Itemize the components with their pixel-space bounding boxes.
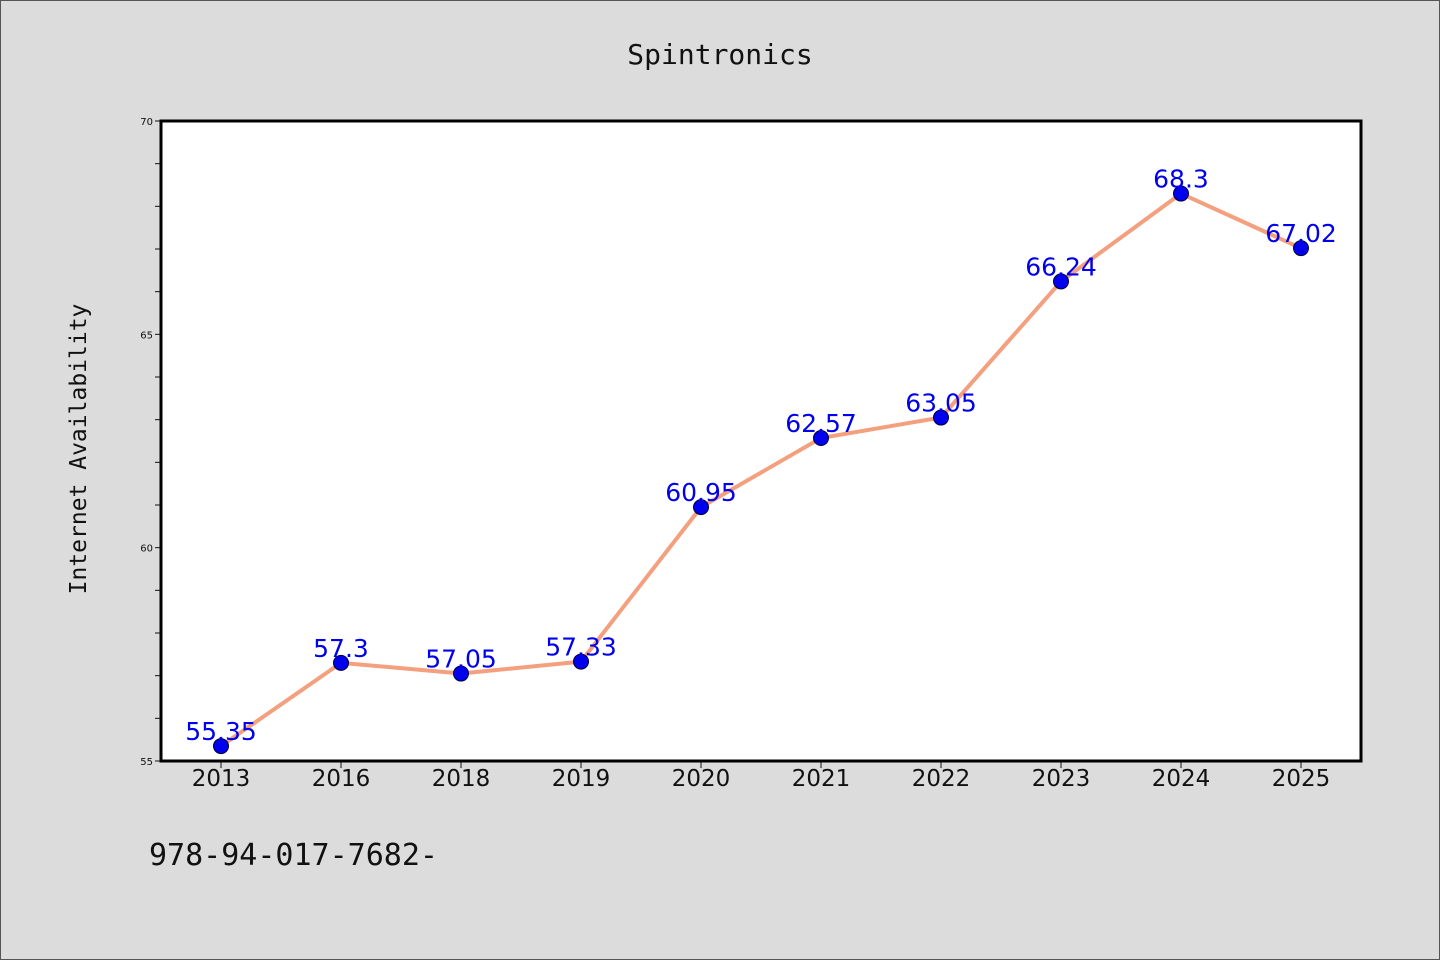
x-tick-label: 2023 — [1032, 766, 1091, 792]
data-label: 67.02 — [1265, 219, 1337, 248]
data-label: 63.05 — [905, 389, 977, 418]
x-tick-label: 2013 — [192, 766, 251, 792]
data-label: 55.35 — [185, 717, 257, 746]
data-point — [813, 430, 829, 447]
plot-background — [161, 121, 1361, 761]
plot-area: 55 60 65 70 2013 2016 2018 2019 2020 2021 2022 2023… — [140, 117, 1363, 792]
data-point — [573, 653, 589, 670]
plot-frame — [159, 119, 1363, 763]
y-tick-label: 65 — [140, 330, 153, 341]
y-tick-label: 70 — [140, 117, 153, 128]
data-label: 66.24 — [1025, 252, 1097, 281]
x-tick-label: 2025 — [1272, 766, 1331, 792]
data-point — [333, 654, 349, 671]
chart-title: Spintronics — [627, 38, 812, 71]
x-tick-label: 2018 — [432, 766, 491, 792]
data-label: 57.3 — [313, 634, 369, 663]
data-label: 57.05 — [425, 645, 497, 674]
x-tick-label: 2021 — [792, 766, 851, 792]
y-tick-label: 55 — [140, 757, 153, 768]
x-tick-label: 2020 — [672, 766, 731, 792]
x-tick-label: 2022 — [912, 766, 971, 792]
footer-code: 978-94-017-7682- — [149, 838, 438, 873]
data-label: 60.95 — [665, 478, 737, 507]
x-tick-label: 2016 — [312, 766, 371, 792]
y-axis-label: Internet Availability — [66, 304, 92, 595]
series-line — [219, 191, 1303, 749]
x-tick-label: 2019 — [552, 766, 611, 792]
data-point — [453, 665, 469, 682]
data-label: 68.3 — [1153, 165, 1209, 194]
data-point — [1173, 185, 1189, 202]
data-point — [933, 409, 949, 426]
data-point — [213, 738, 229, 755]
x-tick-label: 2024 — [1152, 766, 1211, 792]
data-point — [1053, 273, 1069, 290]
data-label: 57.33 — [545, 633, 617, 662]
y-tick-label: 60 — [140, 544, 153, 555]
data-label: 62.57 — [785, 409, 857, 438]
data-point — [693, 499, 709, 516]
data-point — [1293, 240, 1309, 257]
